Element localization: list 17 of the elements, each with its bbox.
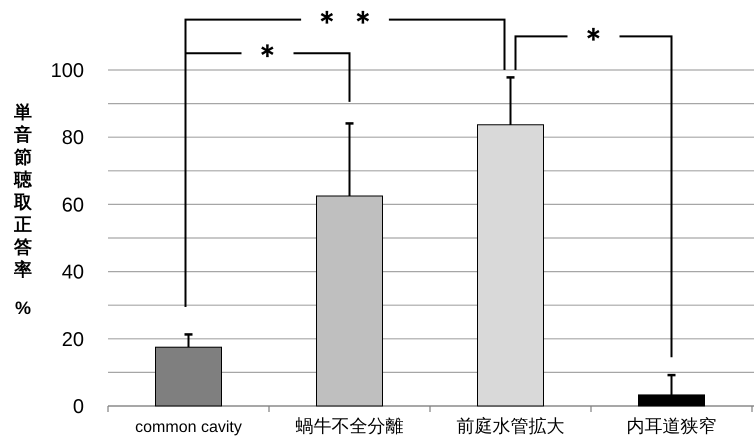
x-tick-label: common cavity [135, 419, 242, 436]
y-tick-label: 100 [50, 60, 84, 82]
y-tick-label: 40 [62, 262, 84, 284]
x-tick-label: 蝸牛不全分離 [296, 416, 404, 436]
bar [638, 394, 705, 406]
annotation: ＊ [254, 39, 282, 70]
text: 単音節聴取正答率 % [14, 102, 32, 318]
y-tick-label: 80 [62, 127, 84, 150]
bar [316, 196, 383, 406]
text: ＊ [580, 22, 608, 54]
text: ＊ ＊ [313, 6, 377, 37]
bar [477, 124, 544, 406]
y-tick-label: 0 [72, 396, 84, 418]
x-tick-label: 内耳道狭窄 [626, 416, 716, 436]
y-tick-label: 20 [62, 328, 84, 351]
x-tick-label: 前庭水管拡大 [456, 416, 564, 436]
y-tick-label: 60 [62, 194, 84, 216]
